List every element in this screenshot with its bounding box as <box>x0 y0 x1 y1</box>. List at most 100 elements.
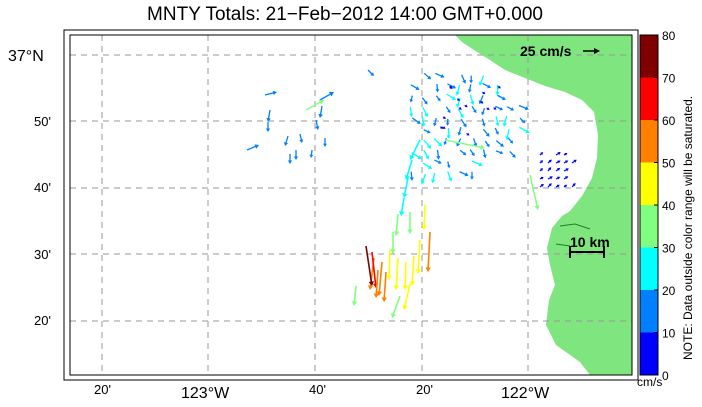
current-vector <box>446 128 451 139</box>
current-vector <box>482 149 487 159</box>
map-frame-outer <box>63 29 639 381</box>
colorbar: 80 70 60 50 40 30 20 10 0 <box>639 29 676 383</box>
current-vector <box>367 69 374 76</box>
current-vector <box>293 150 299 160</box>
current-vector <box>555 167 561 172</box>
current-vector <box>505 129 510 141</box>
current-vector <box>459 149 467 156</box>
current-vector <box>470 171 474 180</box>
current-vector <box>402 283 411 310</box>
map-title: MNTY Totals: 21−Feb−2012 14:00 GMT+0.000 <box>147 4 543 25</box>
current-vector <box>447 83 457 89</box>
current-vector <box>423 129 431 134</box>
current-vector <box>458 106 462 110</box>
colorbar-tick-label: 80 <box>662 29 676 43</box>
current-vector <box>315 119 320 130</box>
colorbar-segment <box>640 35 658 78</box>
current-vector <box>519 126 530 134</box>
current-vector <box>319 91 334 101</box>
current-vector <box>507 137 514 144</box>
scale-arrow-label: 25 cm/s <box>520 43 572 59</box>
current-vector <box>287 154 293 164</box>
current-vector <box>459 171 469 177</box>
current-vector <box>495 105 504 111</box>
colorbar-segment <box>640 290 658 333</box>
current-vector <box>555 176 561 180</box>
current-vector <box>433 117 437 127</box>
current-vector <box>563 160 569 164</box>
lon-label-20b: 20' <box>416 382 433 397</box>
current-vector <box>460 118 467 128</box>
scale-bar-label: 10 km <box>570 234 610 250</box>
current-vector <box>539 183 544 188</box>
colorbar-tick-label: 0 <box>662 369 669 383</box>
current-vector <box>493 106 497 110</box>
current-vector <box>466 132 470 136</box>
current-vector <box>457 127 462 136</box>
current-vector <box>502 115 508 127</box>
current-vector <box>435 84 440 93</box>
current-vector <box>421 97 428 105</box>
lat-label-30: 30' <box>34 247 51 262</box>
current-vector <box>571 159 577 164</box>
current-vector <box>446 161 451 169</box>
colorbar-unit: cm/s <box>637 375 662 389</box>
current-vector <box>467 84 472 93</box>
current-vector <box>478 75 485 86</box>
current-vector <box>497 94 506 101</box>
current-vector <box>407 212 413 234</box>
colorbar-tick-label: 10 <box>662 327 676 341</box>
colorbar-segment <box>640 247 658 290</box>
current-vector <box>442 126 446 129</box>
current-vector <box>439 126 444 129</box>
current-vector <box>409 255 415 286</box>
current-vector <box>563 152 568 156</box>
current-vector <box>547 183 552 188</box>
current-vector <box>402 261 408 290</box>
current-vector <box>445 106 451 114</box>
current-vector <box>506 106 515 111</box>
current-vector <box>425 231 431 272</box>
current-vector <box>481 118 486 127</box>
current-vector <box>563 168 569 172</box>
current-vector <box>482 82 492 89</box>
current-vector <box>299 133 304 143</box>
current-vector <box>481 107 486 116</box>
lon-label-20a: 20' <box>94 382 111 397</box>
colorbar-segment <box>640 162 658 205</box>
current-vector <box>436 149 441 160</box>
current-vector <box>265 122 271 132</box>
colorbar-tick-label: 40 <box>662 199 676 213</box>
current-vector <box>461 74 467 84</box>
inlet-lines <box>555 223 591 247</box>
current-vector <box>442 116 446 119</box>
current-vector <box>555 184 560 188</box>
current-vector <box>409 95 414 103</box>
current-vector <box>381 271 387 302</box>
current-vector <box>390 232 396 254</box>
current-vector <box>482 91 486 95</box>
scale-arrow <box>583 48 600 54</box>
current-vector <box>351 285 358 306</box>
current-vector <box>318 105 323 118</box>
current-vector <box>386 249 392 280</box>
current-vector <box>423 72 432 80</box>
colorbar-segment <box>640 332 658 375</box>
current-vector <box>539 152 544 156</box>
coastline-land <box>455 35 632 375</box>
map-frame-bg <box>70 35 632 375</box>
colorbar-tick-label: 60 <box>662 114 676 128</box>
current-vector <box>309 149 314 158</box>
current-vector <box>435 95 441 102</box>
colorbar-segment <box>640 205 658 248</box>
current-vector <box>509 150 516 158</box>
current-vector <box>469 75 474 84</box>
current-vector <box>322 138 328 147</box>
current-vector <box>495 116 500 127</box>
lat-label-40: 40' <box>34 180 51 195</box>
current-vector <box>484 140 490 148</box>
current-vector <box>435 72 445 78</box>
current-vector <box>446 93 456 100</box>
current-vector <box>518 104 529 111</box>
current-vector <box>563 184 568 188</box>
